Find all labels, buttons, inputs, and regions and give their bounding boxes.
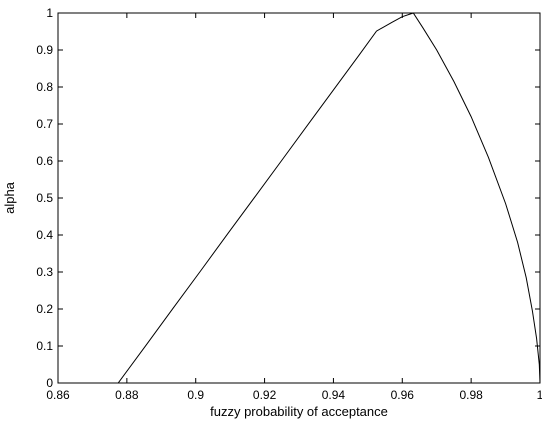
x-tick-label: 0.92 — [253, 388, 277, 402]
x-tick-label: 0.98 — [459, 388, 483, 402]
y-tick-label: 0.5 — [36, 191, 53, 205]
x-tick-label: 0.96 — [391, 388, 415, 402]
y-tick-label: 0.8 — [36, 80, 53, 94]
y-tick-label: 0.3 — [36, 265, 53, 279]
y-tick-label: 0.6 — [36, 154, 53, 168]
x-axis-ticks: 0.86 0.88 0.9 0.92 0.94 0.96 0.98 1 — [46, 13, 542, 402]
y-axis-label: alpha — [2, 181, 17, 214]
y-tick-label: 1 — [46, 6, 53, 20]
x-tick-label: 0.88 — [115, 388, 139, 402]
y-tick-label: 0.4 — [36, 228, 53, 242]
series-line — [117, 12, 541, 384]
y-tick-label: 0.7 — [36, 117, 53, 131]
y-tick-label: 0 — [46, 376, 53, 390]
series-layer — [117, 12, 541, 384]
x-axis-label: fuzzy probability of acceptance — [210, 404, 388, 419]
plot-area — [57, 12, 541, 384]
x-tick-label: 0.9 — [187, 388, 204, 402]
x-tick-label: 0.86 — [46, 388, 70, 402]
y-tick-label: 0.9 — [36, 43, 53, 57]
y-axis-ticks: 0 0.1 0.2 0.3 0.4 0.5 0.6 0.7 0.8 0.9 1 — [36, 6, 540, 390]
y-tick-label: 0.2 — [36, 302, 53, 316]
y-tick-label: 0.1 — [36, 339, 53, 353]
x-tick-label: 1 — [537, 388, 542, 402]
x-tick-label: 0.94 — [322, 388, 346, 402]
